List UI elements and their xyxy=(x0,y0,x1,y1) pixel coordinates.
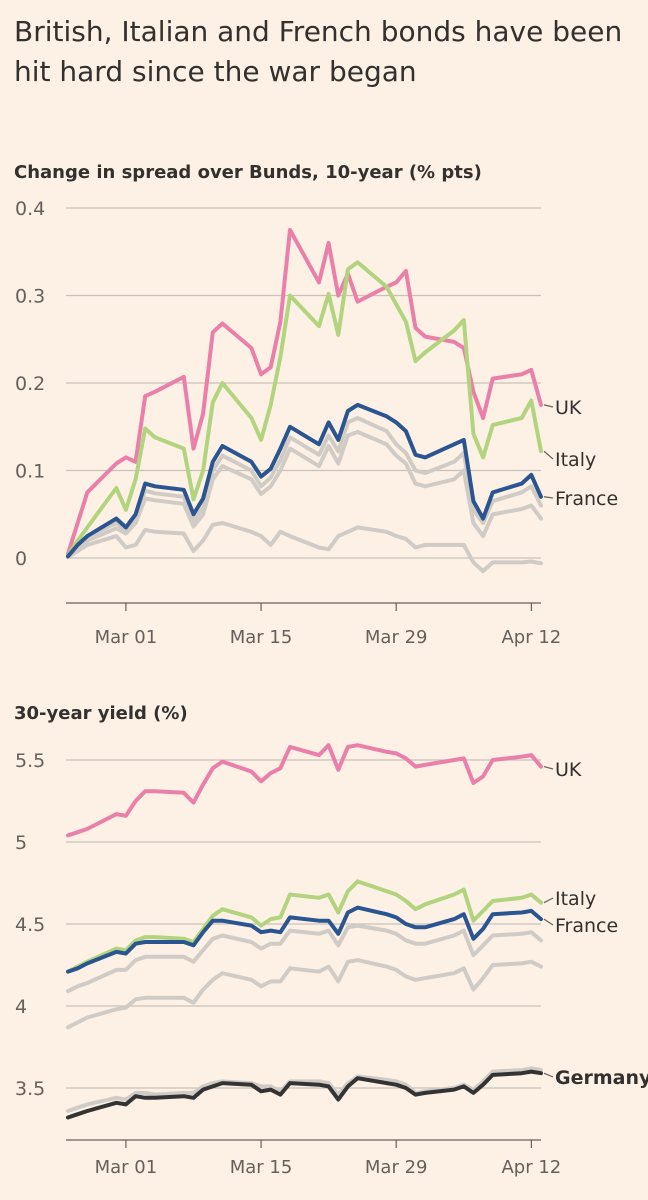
y-tick-label: 0.4 xyxy=(15,198,45,220)
series-line-uk xyxy=(66,743,543,838)
x-tick-label: Mar 15 xyxy=(230,627,293,648)
series-label-leader xyxy=(543,765,554,770)
x-tick-label: Mar 01 xyxy=(95,627,158,648)
series-line-other xyxy=(66,521,543,574)
series-label-leader xyxy=(543,404,554,408)
y-tick-label: 4 xyxy=(15,996,27,1018)
series-line-other xyxy=(66,923,543,994)
y-tick-label: 5 xyxy=(15,832,27,854)
x-tick-label: Mar 29 xyxy=(365,627,428,648)
x-tick-label: Mar 29 xyxy=(365,1157,428,1178)
series-label-italy: Italy xyxy=(555,888,596,910)
yield-chart-title: 30-year yield (%) xyxy=(14,703,188,724)
series-label-france: France xyxy=(555,915,618,937)
x-tick-label: Apr 12 xyxy=(501,627,561,648)
series-label-leader xyxy=(543,1072,554,1078)
series-label-uk: UK xyxy=(555,759,582,781)
x-tick-label: Apr 12 xyxy=(501,1157,561,1178)
spread-chart: 0.4 0.3 0.2 0.1 0 Mar 01 Mar 15 Mar 29 Apr 12 UK I… xyxy=(15,198,618,648)
y-tick-label: 3.5 xyxy=(15,1078,45,1100)
series-label-leader xyxy=(543,918,554,926)
series-label-uk: UK xyxy=(555,397,582,419)
series-label-france: France xyxy=(555,488,618,510)
y-tick-label: 0.1 xyxy=(15,461,45,483)
headline: British, Italian and French bonds have b… xyxy=(14,15,623,88)
series-line-other xyxy=(66,430,543,559)
series-label-italy: Italy xyxy=(555,449,596,471)
y-tick-label: 5.5 xyxy=(15,750,45,772)
series-line-germany xyxy=(66,1069,543,1120)
series-label-leader xyxy=(543,897,554,904)
series-label-leader xyxy=(543,450,554,460)
series-label-germany: Germany xyxy=(555,1067,648,1089)
yield-chart: 5.5 5 4.5 4 3.5 Mar 01 Mar 15 Mar 29 Apr 12 UK Ita… xyxy=(15,743,648,1178)
series-line-other xyxy=(66,958,543,1030)
x-tick-label: Mar 01 xyxy=(95,1157,158,1178)
series-line-italy xyxy=(66,260,543,558)
y-tick-label: 0 xyxy=(15,548,27,570)
series-label-leader xyxy=(543,496,554,499)
spread-chart-title: Change in spread over Bunds, 10-year (% … xyxy=(14,162,482,183)
series-line-italy xyxy=(66,879,543,974)
y-tick-label: 4.5 xyxy=(15,914,45,936)
series-line-france xyxy=(66,402,543,559)
series-line-france xyxy=(66,905,543,974)
x-tick-label: Mar 15 xyxy=(230,1157,293,1178)
y-tick-label: 0.2 xyxy=(15,373,45,395)
y-tick-label: 0.3 xyxy=(15,286,45,308)
